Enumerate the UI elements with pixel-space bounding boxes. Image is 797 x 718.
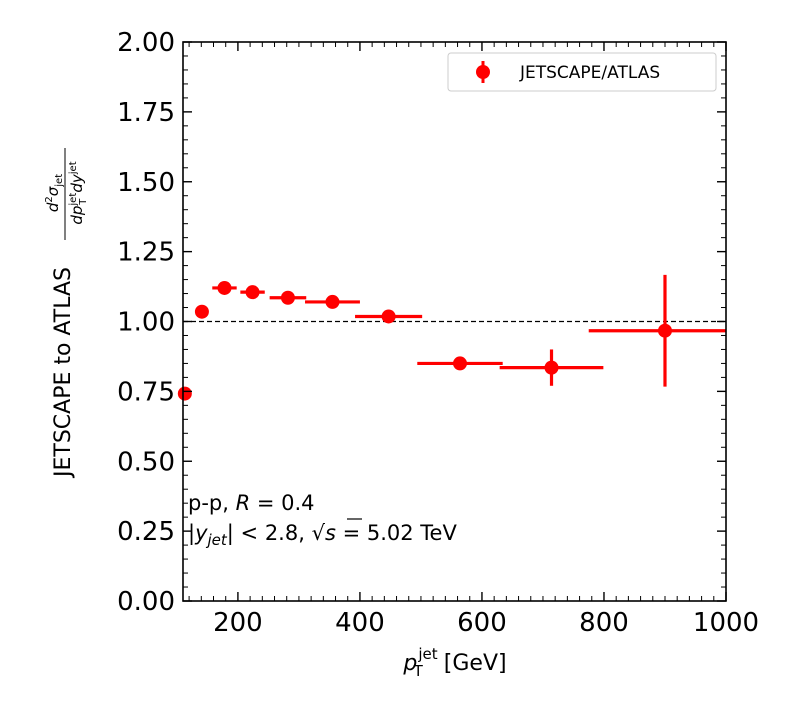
y-tick-label: 0.75 (117, 377, 175, 407)
legend-label: JETSCAPE/ATLAS (519, 63, 660, 83)
data-point (417, 356, 503, 371)
legend-marker (476, 65, 490, 79)
y-den-dp: dp (68, 206, 86, 225)
x-tick-label: 600 (457, 608, 507, 638)
y-tick-label: 0.25 (117, 517, 175, 547)
data-marker (381, 309, 396, 324)
data-marker (280, 290, 295, 305)
y-num-sigma: σ (44, 186, 62, 196)
y-den-sup: jet (68, 193, 79, 207)
data-point (305, 294, 360, 309)
x-label-sup: jet (417, 645, 437, 663)
x-tick-label: 400 (335, 608, 385, 638)
y-tick-label: 1.75 (117, 98, 175, 128)
data-marker (325, 294, 340, 309)
x-label-unit: [GeV] (437, 651, 507, 676)
data-layer (177, 274, 726, 401)
y-tick-label: 1.50 (117, 168, 175, 198)
data-marker (657, 323, 672, 338)
data-marker (245, 285, 260, 300)
annotation-line-1: p-p, R = 0.4 (188, 491, 315, 515)
data-point (355, 309, 423, 324)
y-tick-label: 0.00 (117, 587, 175, 617)
annotation-1-prefix: p-p, (188, 491, 236, 515)
x-tick-label: 200 (213, 608, 263, 638)
annotation-2-suffix: = 5.02 TeV (336, 521, 458, 545)
annotation-2-s: s (325, 521, 336, 545)
y-den-sub: T (78, 198, 89, 206)
x-axis-label: pjet T [GeV] (402, 645, 506, 680)
y-den-dy-sup: jet (68, 161, 79, 175)
data-marker (217, 280, 232, 295)
legend: JETSCAPE/ATLAS (447, 52, 717, 92)
data-marker (177, 386, 192, 401)
ticks-layer: 200 400 600 800 1000 0.00 0.25 0.50 0.75 1.00 1.25… (117, 28, 759, 638)
x-label-main: p (402, 651, 417, 676)
y-num-sup: 2 (44, 196, 55, 202)
data-point (177, 386, 192, 401)
y-tick-label: 1.25 (117, 238, 175, 268)
y-tick-label: 1.00 (117, 308, 175, 338)
annotation-2-var: y (194, 521, 208, 545)
legend-box (447, 52, 717, 92)
data-point (588, 274, 726, 387)
annotation-2-sub: jet (206, 531, 228, 549)
annotation-2-mid: | < 2.8, √ (227, 521, 326, 546)
y-label-fraction-numerator: d2σjet (44, 174, 65, 212)
data-marker (194, 304, 209, 319)
annotation-2-open: | (188, 521, 195, 546)
annotation-line-2: |yjet| < 2.8, √s = 5.02 TeV (188, 521, 457, 549)
data-point (499, 349, 604, 386)
data-point (212, 280, 237, 295)
data-point (240, 285, 265, 300)
y-axis-label: JETSCAPE to ATLAS d2σjet dpjetTdyjet (44, 148, 89, 479)
data-point (269, 290, 307, 305)
y-label-fraction-denominator: dpjetTdyjet (68, 161, 89, 224)
y-tick-label: 2.00 (117, 28, 175, 58)
annotation-1-var: R (236, 491, 251, 515)
y-den-dy: dy (68, 173, 86, 193)
y-num-sub: jet (54, 174, 65, 188)
x-tick-label: 1000 (693, 608, 759, 638)
x-tick-label: 800 (579, 608, 629, 638)
y-tick-label: 0.50 (117, 447, 175, 477)
data-marker (452, 356, 467, 371)
data-point (194, 304, 209, 319)
annotation-1-suffix: = 0.4 (250, 491, 314, 515)
y-num-d: d (44, 202, 62, 212)
data-marker (544, 360, 559, 375)
x-label-sub: T (413, 662, 424, 680)
y-label-main: JETSCAPE to ATLAS (51, 267, 76, 479)
